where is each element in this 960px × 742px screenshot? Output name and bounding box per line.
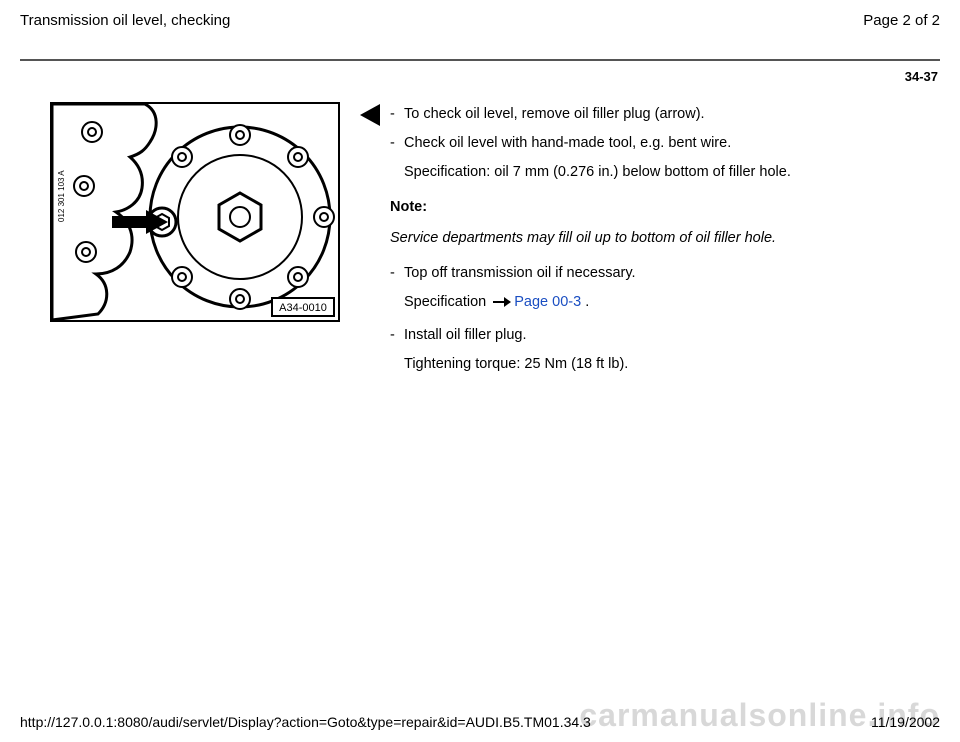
instruction-text: To check oil level, remove oil filler pl… bbox=[404, 104, 940, 125]
svg-text:012 301 103 A: 012 301 103 A bbox=[57, 170, 66, 222]
bullet-dash: - bbox=[390, 104, 404, 125]
arrow-right-icon bbox=[493, 294, 511, 315]
figure-ref-label: A34-0010 bbox=[279, 302, 327, 314]
page-link[interactable]: Page 00-3 bbox=[514, 294, 581, 310]
pointer-triangle bbox=[340, 102, 380, 129]
doc-title: Transmission oil level, checking bbox=[20, 12, 230, 29]
diagram-figure: 012 301 103 A bbox=[50, 102, 340, 322]
bullet-dash: - bbox=[390, 133, 404, 154]
instruction-text: Install oil filler plug. bbox=[404, 325, 940, 346]
specification-link-line: Specification Page 00-3 . bbox=[404, 292, 940, 315]
page-code: 34-37 bbox=[20, 69, 940, 84]
specification-text: Specification: oil 7 mm (0.276 in.) belo… bbox=[404, 162, 940, 183]
footer-date: 11/19/2002 bbox=[871, 714, 940, 730]
bullet-dash: - bbox=[390, 263, 404, 284]
page-indicator: Page 2 of 2 bbox=[863, 12, 940, 29]
note-heading: Note: bbox=[390, 197, 940, 218]
note-body: Service departments may fill oil up to b… bbox=[390, 228, 940, 249]
instruction-text: Top off transmission oil if necessary. bbox=[404, 263, 940, 284]
bullet-dash: - bbox=[390, 325, 404, 346]
instruction-text: Check oil level with hand-made tool, e.g… bbox=[404, 133, 940, 154]
torque-spec-text: Tightening torque: 25 Nm (18 ft lb). bbox=[404, 354, 940, 375]
footer-url: http://127.0.0.1:8080/audi/servlet/Displ… bbox=[20, 714, 591, 730]
header-rule bbox=[20, 59, 940, 61]
